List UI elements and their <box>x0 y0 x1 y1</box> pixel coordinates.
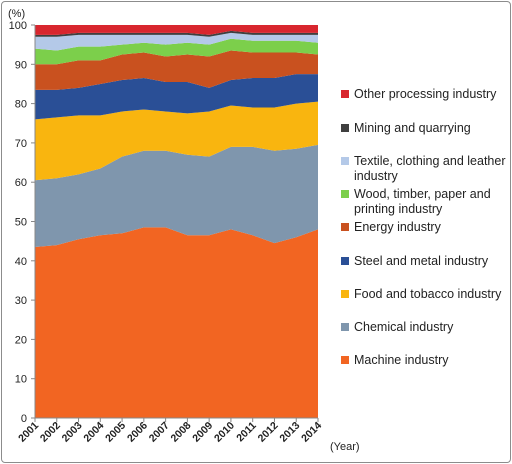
y-tick-label: 60 <box>15 177 27 189</box>
x-tick-labels: 2001200220032004200520062007200820092010… <box>16 420 324 445</box>
area-chemical-industry <box>35 144 318 248</box>
x-tick-label: 2004 <box>81 420 106 445</box>
x-tick-label: 2012 <box>256 420 281 445</box>
area-machine-industry <box>35 227 318 418</box>
legend-label: Other processing industry <box>354 87 497 101</box>
x-tick-label: 2009 <box>190 420 215 445</box>
x-tick-label: 2010 <box>212 420 237 445</box>
y-tick-label: 40 <box>15 256 27 268</box>
legend-swatch <box>341 323 349 331</box>
area-textile-clothing-and-leather-industry <box>35 32 318 51</box>
legend-item-wood-timber-paper-and-printing-industry: Wood, timber, paper and printing industry <box>341 187 491 216</box>
y-tick-label: 10 <box>15 374 27 386</box>
y-tick-label: 30 <box>15 295 27 307</box>
legend-item-steel-and-metal-industry: Steel and metal industry <box>341 254 489 268</box>
legend-label: Machine industry <box>354 353 449 367</box>
legend-item-chemical-industry: Chemical industry <box>341 320 454 334</box>
x-tick-label: 2002 <box>38 420 63 445</box>
legend-swatch <box>341 223 349 231</box>
area-other-processing-industry <box>35 25 318 35</box>
x-tick-label: 2007 <box>147 420 172 445</box>
legend-swatch <box>341 157 349 165</box>
area-food-and-tobacco-industry <box>35 101 318 181</box>
legend-item-energy-industry: Energy industry <box>341 220 442 234</box>
x-tick-label: 2013 <box>277 420 302 445</box>
x-tick-label: 2003 <box>60 420 85 445</box>
y-tick-label: 100 <box>9 20 27 32</box>
y-tick-label: 70 <box>15 138 27 150</box>
y-tick-label: 90 <box>15 59 27 71</box>
legend-item-other-processing-industry: Other processing industry <box>341 87 497 101</box>
axes <box>31 24 319 422</box>
x-tick-label: 2006 <box>125 420 150 445</box>
legend-item-mining-and-quarrying: Mining and quarrying <box>341 121 471 135</box>
legend-swatch <box>341 90 349 98</box>
area-energy-industry <box>35 50 318 90</box>
x-tick-label: 2008 <box>169 420 194 445</box>
legend-label: Energy industry <box>354 220 442 234</box>
area-layers <box>35 25 318 418</box>
legend-swatch <box>341 190 349 198</box>
legend-item-textile-clothing-and-leather-industry: Textile, clothing and leather industry <box>341 154 505 183</box>
x-tick-label: 2011 <box>234 420 259 445</box>
y-axis-unit-label: (%) <box>8 8 25 20</box>
legend-label: Food and tobacco industry <box>354 287 502 301</box>
y-tick-labels: 0 10 20 30 40 50 60 70 80 90 100 <box>9 20 27 425</box>
legend: Other processing industry Mining and quar… <box>341 87 505 367</box>
legend-swatch <box>341 124 349 132</box>
legend-swatch <box>341 290 349 298</box>
legend-label: Wood, timber, paper and printing industry <box>354 187 491 216</box>
x-tick-label: 2001 <box>16 420 41 445</box>
y-tick-label: 20 <box>15 334 27 346</box>
area-wood-timber-paper-and-printing-industry <box>35 38 318 65</box>
legend-swatch <box>341 257 349 265</box>
legend-label: Steel and metal industry <box>354 254 489 268</box>
legend-item-machine-industry: Machine industry <box>341 353 449 367</box>
y-tick-label: 50 <box>15 217 27 229</box>
x-axis-unit-label: (Year) <box>330 441 360 453</box>
y-tick-label: 0 <box>21 413 27 425</box>
legend-label: Textile, clothing and leather industry <box>354 154 505 183</box>
legend-swatch <box>341 356 349 364</box>
legend-label: Chemical industry <box>354 320 454 334</box>
legend-label: Mining and quarrying <box>354 121 471 135</box>
y-tick-label: 80 <box>15 99 27 111</box>
area-steel-and-metal-industry <box>35 74 318 120</box>
x-tick-label: 2005 <box>103 420 128 445</box>
x-tick-label: 2014 <box>299 420 324 445</box>
area-mining-and-quarrying <box>35 30 318 37</box>
legend-item-food-and-tobacco-industry: Food and tobacco industry <box>341 287 502 301</box>
